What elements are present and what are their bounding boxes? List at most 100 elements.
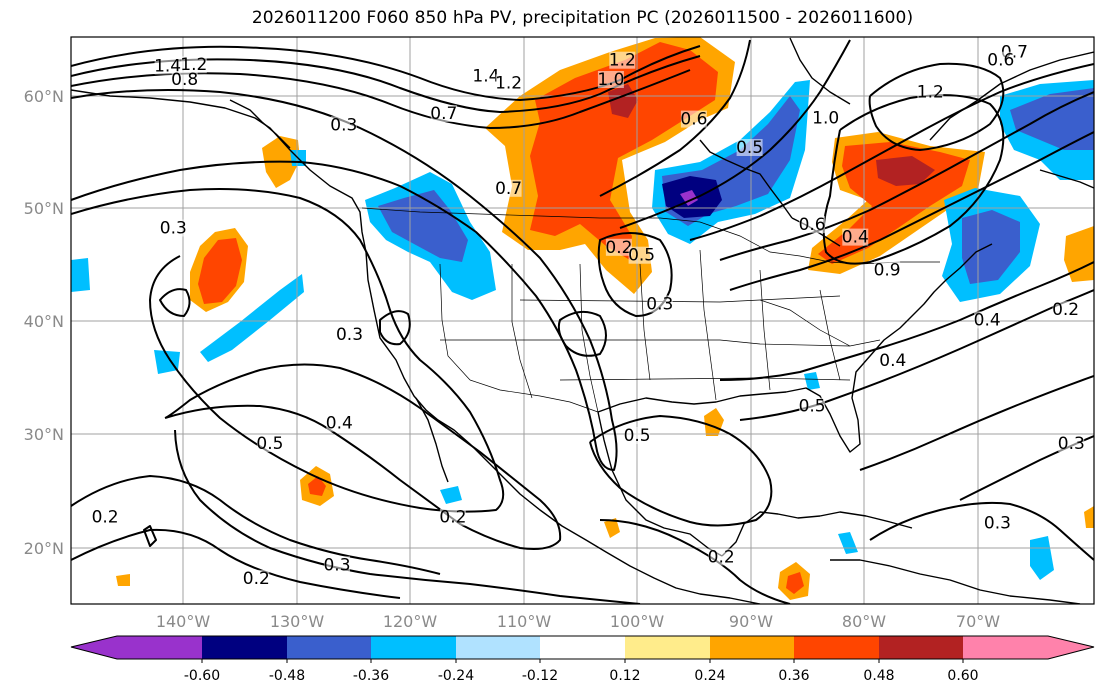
colorbar-label-neg036: -0.36 xyxy=(353,668,389,684)
contour-label-background xyxy=(495,179,522,197)
positive-anomaly-small-3 xyxy=(604,518,620,538)
contour-label: 0.3 xyxy=(984,513,1011,533)
contour-label: 0.7 xyxy=(495,179,522,199)
contour-label: 0.8 xyxy=(171,70,198,90)
lon-label-100w: 100°W xyxy=(610,612,665,631)
lat-label-40n: 40°N xyxy=(24,312,64,331)
positive-anomaly-gulf xyxy=(704,408,724,436)
lon-label-80w: 80°W xyxy=(842,612,886,631)
positive-anomaly-small-4 xyxy=(116,574,130,586)
contour-label-background xyxy=(154,57,181,75)
contour-label: 0.2 xyxy=(92,508,119,528)
contour-label: 1.4 xyxy=(472,67,499,87)
contour-label: 1.2 xyxy=(180,55,207,75)
contour-label-background xyxy=(646,295,673,313)
contour-label: 0.5 xyxy=(736,138,763,158)
contour-label: 0.5 xyxy=(256,434,283,454)
colorbar-label-neg048: -0.48 xyxy=(269,668,305,684)
colorbar-outline xyxy=(70,635,1095,660)
contour-label: 1.2 xyxy=(917,82,944,102)
colorbar-segment-2 xyxy=(287,636,371,659)
colorbar-label-neg060: -0.60 xyxy=(184,668,220,684)
colorbar-segment-1 xyxy=(202,636,287,659)
colorbar-segment-3 xyxy=(371,636,456,659)
lat-label-60n: 60°N xyxy=(24,87,64,106)
colorbar-segment-8 xyxy=(794,636,879,659)
negative-anomaly-tropic-2 xyxy=(440,486,462,504)
colorbar-ticks xyxy=(201,659,964,663)
contour-label-background xyxy=(472,67,499,85)
contour-label: 0.2 xyxy=(243,569,270,589)
positive-anomaly-east-edge xyxy=(1064,226,1094,282)
contour-label: 0.4 xyxy=(842,228,869,248)
contour-label-background xyxy=(430,105,457,122)
latitude-labels: 60°N 50°N 40°N 30°N 20°N xyxy=(24,87,64,558)
contour-label: 0.2 xyxy=(708,547,735,567)
negative-anomaly-pacific-streak xyxy=(200,274,304,362)
contour-label-background xyxy=(92,508,119,526)
coastlines xyxy=(71,37,1094,604)
colorbar-label-pos060: 0.60 xyxy=(947,668,978,684)
negative-anomaly-northeast-inner xyxy=(1010,88,1094,150)
colorbar-segment-6 xyxy=(625,636,710,659)
lon-label-90w: 90°W xyxy=(729,612,773,631)
lat-label-20n: 20°N xyxy=(24,539,64,558)
negative-anomaly-pacific-small xyxy=(154,350,180,374)
contour-label: 0.7 xyxy=(430,104,457,124)
contour-label: 0.5 xyxy=(624,426,651,446)
contour-label-background xyxy=(736,139,763,156)
colorbar-labels: -0.60 -0.48 -0.36 -0.24 -0.12 0.12 0.24 … xyxy=(184,668,979,684)
contour-label-background xyxy=(842,228,869,246)
lon-label-70w: 70°W xyxy=(956,612,1000,631)
contour-label-background xyxy=(879,352,906,370)
contour-label: 0.3 xyxy=(336,325,363,345)
contour-label: 1.2 xyxy=(609,51,636,71)
colorbar-segment-9 xyxy=(879,636,963,659)
negative-anomaly-central-core xyxy=(680,190,698,206)
contour-label-background xyxy=(917,83,944,101)
positive-anomaly-east-core xyxy=(876,156,935,186)
contour-label-background xyxy=(256,435,283,452)
contour-label: 0.6 xyxy=(680,110,707,130)
positive-anomaly-small-5 xyxy=(1084,506,1094,528)
negative-anomaly-tropic-1 xyxy=(1030,536,1054,580)
contour-label-background xyxy=(874,261,901,279)
colorbar-segment-4 xyxy=(456,636,540,659)
contour-label-layer: 1.4 1.20.8 1.41.21.21.00.70.30.70.30.20.50… xyxy=(92,43,1085,589)
longitude-labels: 140°W 130°W 120°W 110°W 100°W 90°W 80°W … xyxy=(156,612,1000,631)
map-title: 2026011200 F060 850 hPa PV, precipitatio… xyxy=(251,8,914,28)
plot-frame xyxy=(70,36,1095,605)
contour-label: 0.4 xyxy=(326,414,353,434)
contour-label-background xyxy=(330,116,357,134)
contour-label-background xyxy=(628,246,655,264)
contour-label: 0.2 xyxy=(1052,300,1079,320)
contour-label: 0.3 xyxy=(646,295,673,315)
contour-label: 0.2 xyxy=(605,238,632,258)
positive-anomaly-subtropic-2-core xyxy=(786,572,804,594)
colorbar-label-pos048: 0.48 xyxy=(863,668,894,684)
contour-label: 1.0 xyxy=(812,109,839,129)
lon-label-120w: 120°W xyxy=(383,612,438,631)
contour-label-background xyxy=(336,326,363,344)
contour-label: 1.2 xyxy=(495,73,522,93)
contour-label: 0.9 xyxy=(874,261,901,281)
negative-anomaly-west-edge xyxy=(71,258,90,292)
colorbar-label-neg012: -0.12 xyxy=(522,668,558,684)
contour-label-background xyxy=(799,397,826,415)
negative-anomaly-atlantic-inner xyxy=(962,210,1020,284)
contour-label: 0.5 xyxy=(799,397,826,417)
contour-label: 1.0 xyxy=(597,70,624,90)
contour-label-background xyxy=(624,427,651,444)
contour-label-background xyxy=(495,74,522,92)
colorbar-label-pos012: 0.12 xyxy=(609,668,640,684)
contour-label-background xyxy=(680,110,707,128)
contour-label: 0.3 xyxy=(330,115,357,135)
contour-label-background xyxy=(597,71,624,88)
negative-anomaly-gulf xyxy=(804,372,820,390)
negative-anomaly-caribbean xyxy=(838,532,858,554)
contour-label: 0.3 xyxy=(160,219,187,239)
colorbar-label-pos024: 0.24 xyxy=(694,668,725,684)
lon-label-130w: 130°W xyxy=(270,612,325,631)
contour-label-background xyxy=(984,514,1011,532)
